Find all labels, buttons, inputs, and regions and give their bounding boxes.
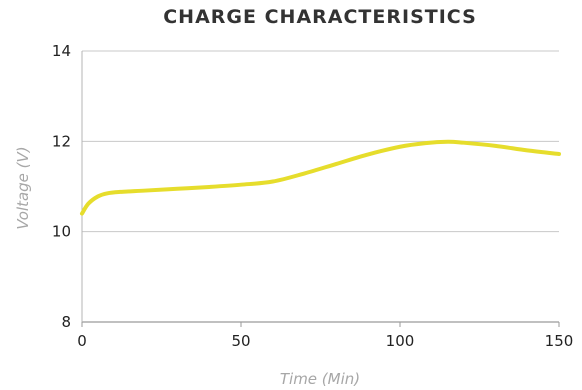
x-axis-title: Time (Min)	[280, 370, 360, 388]
chart-title: CHARGE CHARACTERISTICS	[163, 6, 477, 28]
x-tick-label: 50	[231, 332, 250, 350]
y-tick-label: 10	[52, 223, 71, 241]
series-layer	[80, 139, 561, 216]
x-tick-label: 0	[77, 332, 87, 350]
tick-labels: 8 10 12 14 0 50 100 150	[52, 42, 573, 350]
y-tick-label: 8	[61, 313, 71, 331]
y-tick-label: 12	[52, 132, 71, 150]
voltage-series-line	[80, 139, 561, 216]
y-axis-title: Voltage (V)	[14, 146, 32, 229]
x-tick-label: 100	[386, 332, 415, 350]
x-tick-label: 150	[545, 332, 574, 350]
y-tick-label: 14	[52, 42, 71, 60]
gridlines	[81, 50, 560, 327]
